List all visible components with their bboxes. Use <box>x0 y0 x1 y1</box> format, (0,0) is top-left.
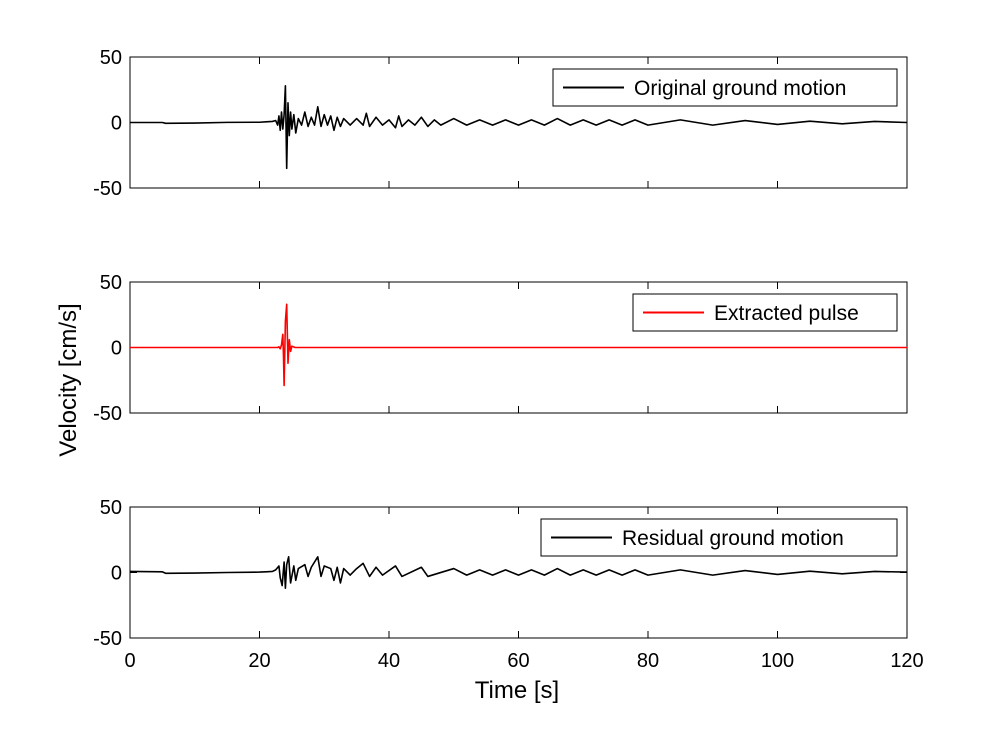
y-tick-label: 50 <box>100 272 122 294</box>
x-tick-label: 120 <box>890 650 923 672</box>
legend: Original ground motion <box>552 68 898 107</box>
legend-label: Residual ground motion <box>622 527 844 550</box>
y-tick-label: 0 <box>111 113 122 135</box>
x-tick-label: 100 <box>761 650 794 672</box>
legend: Residual ground motion <box>540 518 898 557</box>
legend-label: Extracted pulse <box>714 302 859 325</box>
x-tick-label: 80 <box>637 650 659 672</box>
y-tick-label: 0 <box>111 563 122 585</box>
panel-1: 50 0 -50 Original ground motion <box>93 47 908 200</box>
x-tick-label: 40 <box>378 650 400 672</box>
y-tick-label: 50 <box>100 47 122 69</box>
y-tick-label: 50 <box>100 497 122 519</box>
legend: Extracted pulse <box>632 293 898 332</box>
series-line-3 <box>129 555 908 590</box>
y-tick-label: -50 <box>93 178 122 200</box>
x-tick-label: 0 <box>124 650 135 672</box>
y-tick-label: 0 <box>111 338 122 360</box>
y-axis-label: Velocity [cm/s] <box>55 303 82 456</box>
legend-label: Original ground motion <box>634 77 846 100</box>
x-tick-label: 20 <box>248 650 270 672</box>
y-tick-label: -50 <box>93 403 122 425</box>
y-tick-label: -50 <box>93 628 122 650</box>
x-axis-label: Time [s] <box>475 677 559 704</box>
series-line-1 <box>130 85 908 170</box>
panel-2: 50 0 -50 Extracted pulse <box>93 272 908 425</box>
x-tick-label: 60 <box>507 650 529 672</box>
series-line-2 <box>130 303 907 387</box>
